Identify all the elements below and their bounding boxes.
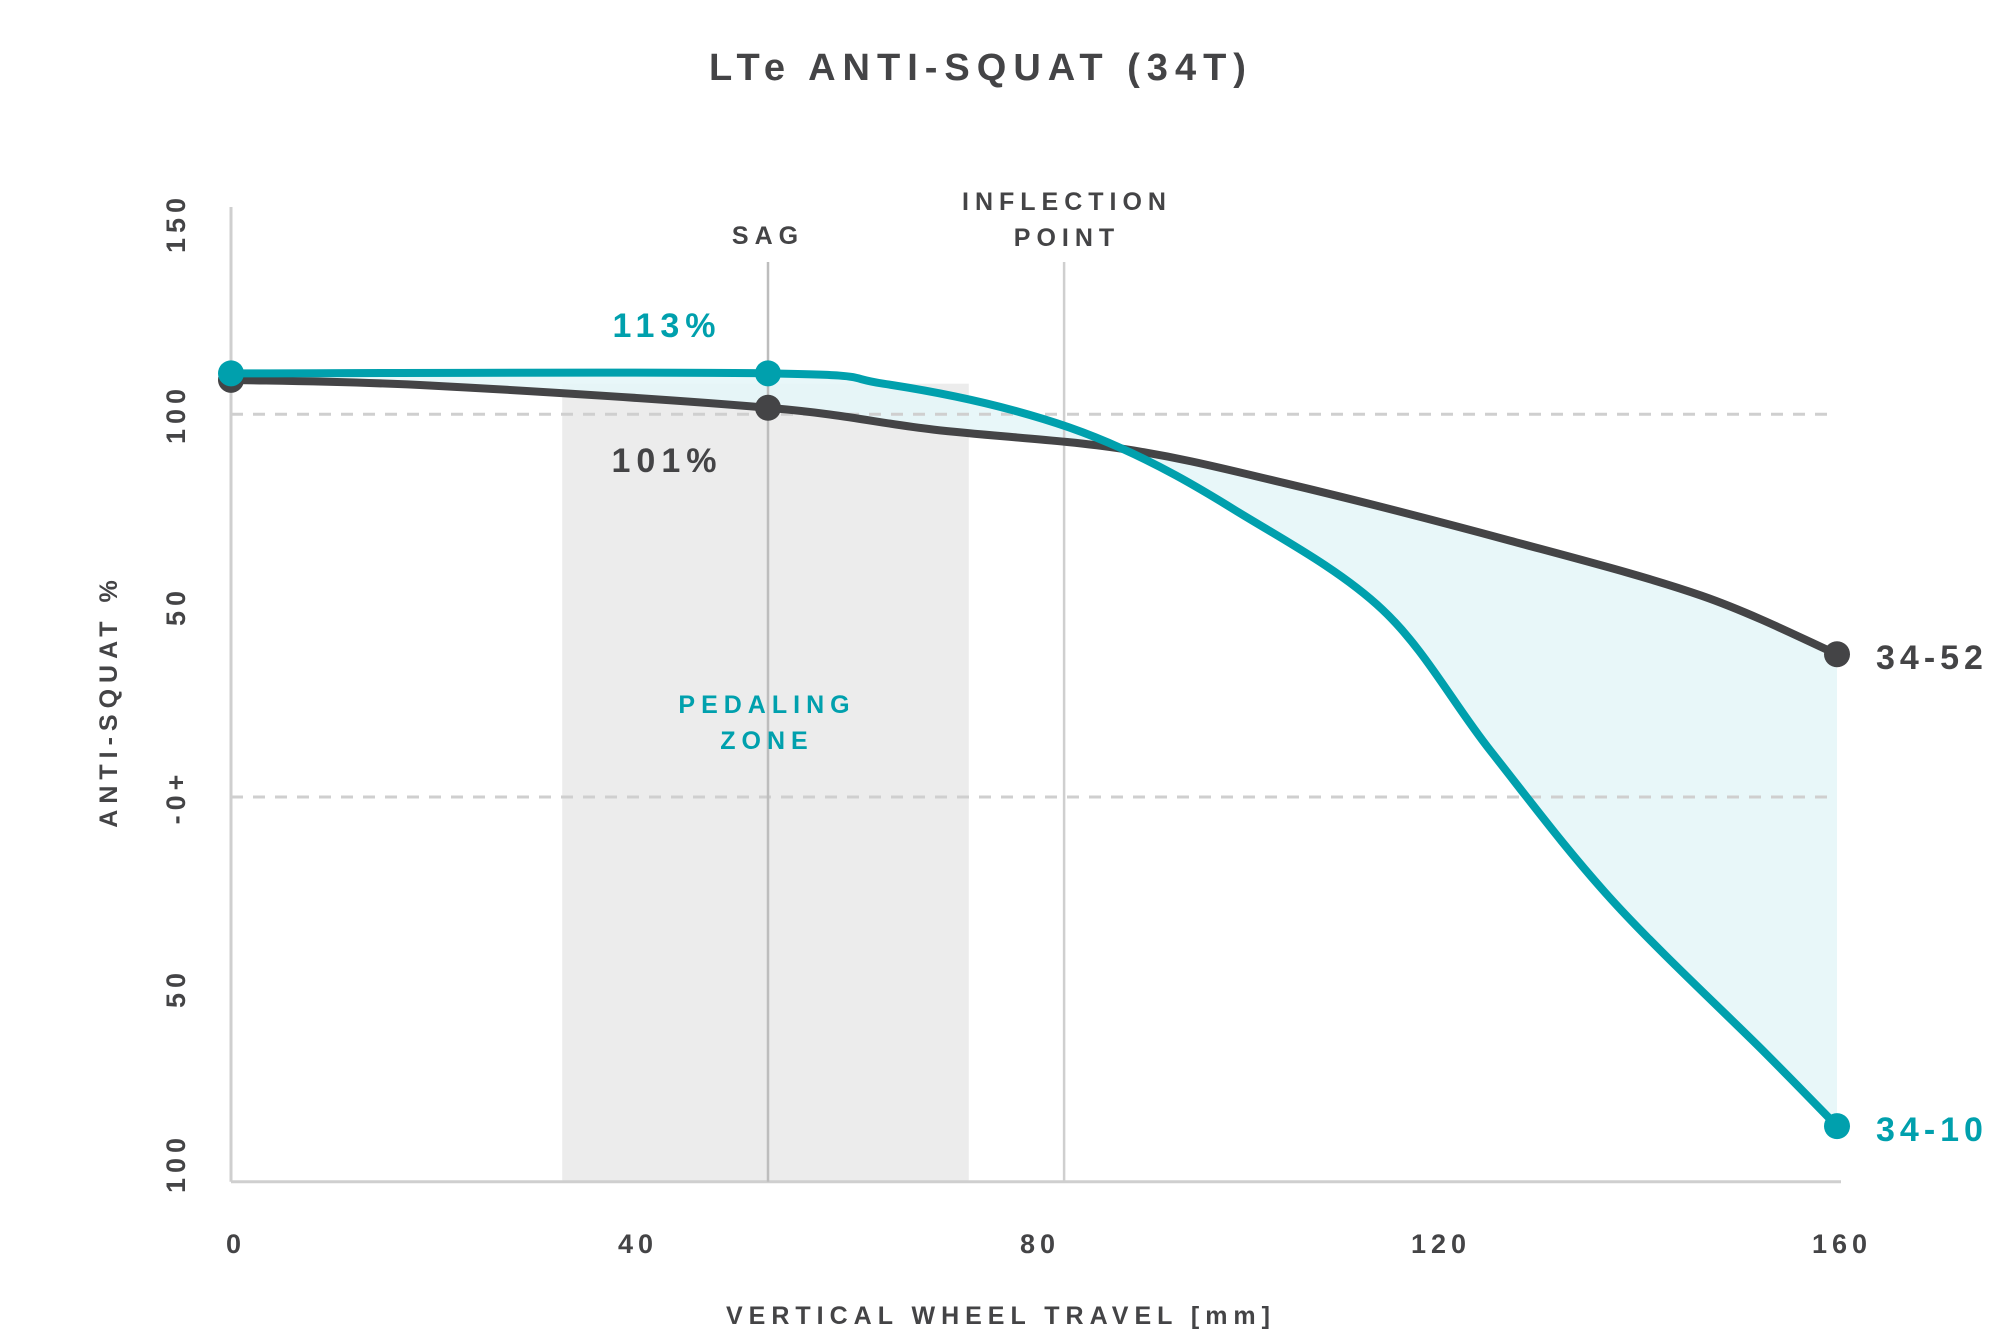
data-point-34-52 [755,394,782,421]
teal-sag-annotation: 113% [612,307,721,345]
y-tick-label: 100 [161,1133,191,1193]
data-point-34-52 [1824,641,1850,668]
y-tick-label: 50 [161,586,191,626]
data-point-34-10 [1824,1113,1850,1140]
inflection-label-line1: INFLECTION [962,188,1172,216]
fill-between-series [231,372,1837,1127]
x-tick-label: 40 [618,1229,658,1259]
x-tick-label: 80 [1020,1229,1060,1259]
y-tick-label: 50 [161,968,191,1008]
chart-title: LTe ANTI-SQUAT (34T) [709,47,1253,89]
inflection-label-line2: POINT [1014,224,1120,252]
x-tick-label: 0 [226,1229,246,1259]
pedaling-zone-layer [562,383,969,1182]
dark-sag-annotation: 101% [612,442,723,480]
sag-label: SAG [732,222,804,250]
x-tick-label: 160 [1812,1229,1872,1259]
data-point-34-10 [218,360,244,387]
y-axis-title: ANTI-SQUAT % [95,574,123,827]
y-tick-label: -0+ [161,770,191,825]
pedaling-zone-label-line1: PEDALING [678,691,855,719]
fill-between-layer [231,372,1837,1127]
x-axis-title: VERTICAL WHEEL TRAVEL [mm] [726,1302,1276,1330]
legend-label-34-52: 34-52 [1876,639,1988,677]
series-layer [218,360,1850,1140]
pedaling-zone-band [562,383,969,1182]
legend-label-34-10: 34-10 [1876,1111,1988,1149]
y-tick-labels: 150 100 50 -0+ 50 100 [161,193,191,1193]
data-point-34-10 [755,360,782,387]
pedaling-zone-label-line2: ZONE [720,727,813,755]
y-tick-label: 150 [161,193,191,253]
x-tick-labels: 0 40 80 120 160 [226,1229,1872,1259]
y-tick-label: 100 [161,384,191,444]
x-tick-label: 120 [1411,1229,1471,1259]
